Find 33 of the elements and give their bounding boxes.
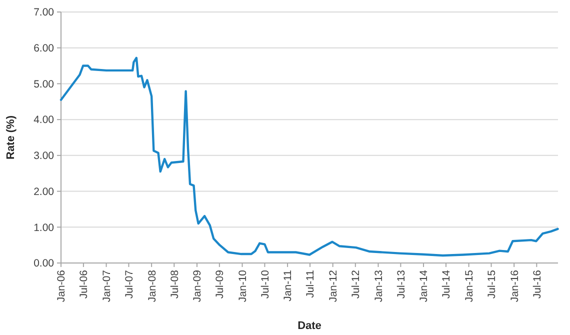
x-tick-label: Jan-11 — [282, 270, 294, 302]
x-tick-label: Jul-16 — [531, 270, 544, 299]
x-tick-label: Jan-13 — [372, 270, 385, 302]
y-axis-title: Rate (%) — [5, 115, 17, 160]
x-tick-label: Jul-12 — [350, 270, 362, 299]
x-tick-label: Jul-10 — [259, 270, 272, 299]
y-tick-label: 7.00 — [34, 6, 54, 19]
x-tick-label: Jan-09 — [192, 270, 204, 302]
y-tick-label: 1.00 — [34, 222, 54, 234]
x-axis-title: Date — [298, 320, 322, 332]
x-tick-label: Jan-12 — [328, 270, 340, 302]
x-tick-label: Jul-13 — [395, 270, 408, 299]
y-tick-label: 4.00 — [34, 114, 54, 126]
y-tick-label: 3.00 — [34, 150, 54, 162]
x-tick-label: Jan-06 — [56, 270, 68, 302]
x-tick-label: Jan-14 — [418, 270, 430, 302]
x-tick-label: Jul-14 — [440, 270, 453, 299]
y-tick-label: 2.00 — [34, 186, 54, 198]
x-tick-label: Jul-08 — [168, 270, 181, 299]
x-tick-label: Jan-15 — [463, 270, 476, 302]
x-tick-label: Jul-09 — [214, 270, 226, 299]
y-tick-label: 0.00 — [34, 258, 54, 270]
x-tick-label: Jul-15 — [486, 270, 498, 299]
x-tick-label: Jan-10 — [236, 270, 249, 302]
x-tick-label: Jan-07 — [100, 270, 113, 302]
y-tick-label: 5.00 — [34, 78, 54, 90]
x-tick-label: Jul-11 — [304, 270, 317, 298]
x-tick-label: Jul-06 — [78, 270, 90, 299]
line-series — [60, 56, 559, 257]
x-tick-label: Jan-16 — [508, 270, 521, 302]
x-tick-label: Jan-08 — [146, 270, 158, 302]
x-tick-label: Jul-07 — [123, 270, 136, 299]
y-tick-label: 6.00 — [34, 42, 54, 55]
